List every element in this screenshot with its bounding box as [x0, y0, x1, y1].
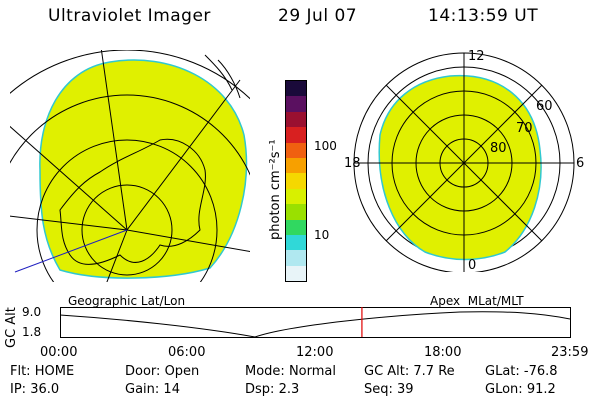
timeline-xtick-4: 23:59 [551, 345, 589, 360]
colorbar-segment [286, 127, 306, 143]
timeline-xtick-3: 18:00 [424, 345, 462, 360]
mlt-label-0: 0 [468, 258, 476, 272]
status-glat: GLat: -76.8 [485, 364, 558, 379]
colorbar-segment [286, 142, 306, 158]
status-gcalt: GC Alt: 7.7 Re [364, 364, 455, 379]
mlt-label-6: 6 [576, 156, 584, 171]
colorbar-segment [286, 81, 306, 97]
lat-label-80: 80 [490, 141, 507, 156]
time-label: 14:13:59 UT [428, 6, 539, 26]
colorbar-segment [286, 265, 306, 282]
lat-label-70: 70 [516, 121, 533, 136]
colorbar-segment [286, 204, 306, 220]
colorbar [285, 80, 307, 282]
colorbar-unit-label: photon cm⁻²s⁻¹ [268, 139, 283, 240]
colorbar-segment [286, 96, 306, 112]
timeline-xtick-0: 00:00 [40, 345, 78, 360]
status-door: Door: Open [125, 364, 200, 379]
colorbar-tick-100: 100 [314, 139, 337, 153]
colorbar-segment [286, 188, 306, 205]
timeline-left-title: Geographic Lat/Lon [68, 294, 186, 308]
aurora-oval-geographic [39, 59, 248, 279]
colorbar-segment [286, 234, 306, 251]
geographic-image [10, 50, 250, 282]
colorbar-segment [286, 111, 306, 128]
status-mode: Mode: Normal [245, 364, 336, 379]
instrument-title: Ultraviolet Imager [48, 6, 211, 26]
status-seq: Seq: 39 [364, 382, 414, 397]
timeline-ylabel: GC Alt [4, 307, 19, 348]
timeline-xtick-1: 06:00 [168, 345, 206, 360]
date-label: 29 Jul 07 [278, 6, 358, 26]
mlt-label-18: 18 [344, 156, 361, 171]
colorbar-segment [286, 157, 306, 174]
polar-plot: 12 18 6 0 60 70 80 [344, 49, 584, 272]
colorbar-segment [286, 173, 306, 189]
status-dsp: Dsp: 2.3 [245, 382, 300, 397]
timeline-ytick-bottom: 1.8 [22, 325, 42, 339]
lat-label-60: 60 [536, 99, 553, 114]
timeline-ytick-top: 9.0 [22, 305, 42, 319]
status-gain: Gain: 14 [125, 382, 180, 397]
timeline-right-title: Apex MLat/MLT [430, 294, 524, 308]
status-glon: GLon: 91.2 [485, 382, 556, 397]
status-flt: Flt: HOME [10, 364, 75, 379]
mlt-label-12: 12 [468, 49, 485, 64]
colorbar-segment [286, 250, 306, 266]
colorbar-tick-10: 10 [314, 228, 330, 242]
colorbar-segment [286, 219, 306, 235]
status-ip: IP: 36.0 [10, 382, 60, 397]
timeline-plot [60, 307, 571, 338]
timeline-xtick-2: 12:00 [296, 345, 334, 360]
